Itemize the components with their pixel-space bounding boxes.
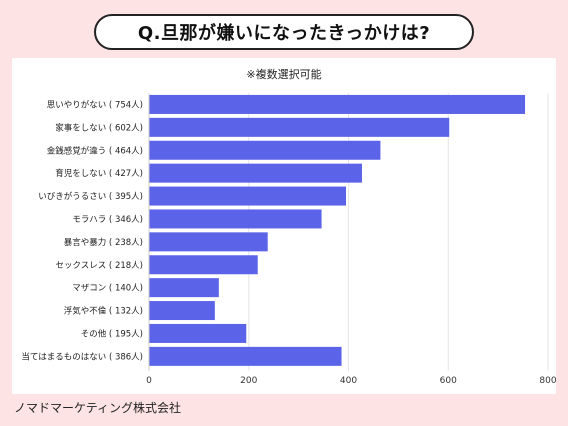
bar bbox=[149, 186, 347, 206]
chart-subtitle: ※複数選択可能 bbox=[246, 68, 322, 81]
bar bbox=[149, 232, 268, 252]
category-label: その他 ( 195人) bbox=[81, 328, 143, 339]
chart-title: Q.旦那が嫌いになったきっかけは? bbox=[94, 14, 474, 50]
category-label: 家事をしない ( 602人) bbox=[55, 122, 143, 133]
category-label: 思いやりがない ( 754人) bbox=[47, 99, 143, 110]
category-label: いびきがうるさい ( 395人) bbox=[38, 191, 143, 202]
category-label: 当てはまるものはない ( 386人) bbox=[21, 351, 143, 362]
category-label: セックスレス ( 218人) bbox=[55, 261, 143, 271]
bar bbox=[149, 209, 322, 229]
category-label: マザコン ( 140人) bbox=[72, 284, 143, 294]
footer-company-name: ノマドマーケティング株式会社 bbox=[14, 401, 182, 415]
category-label: 金銭感覚が違う ( 464人) bbox=[47, 145, 143, 156]
category-label: 暴言や暴力 ( 238人) bbox=[64, 237, 143, 248]
x-tick-label: 800 bbox=[539, 376, 556, 386]
x-tick-label: 200 bbox=[240, 376, 257, 386]
bar bbox=[149, 163, 362, 183]
bar bbox=[149, 94, 526, 114]
bar bbox=[149, 140, 381, 160]
x-tick-label: 0 bbox=[146, 376, 152, 386]
bar bbox=[149, 278, 219, 298]
x-tick-label: 400 bbox=[340, 376, 357, 386]
bar bbox=[149, 346, 342, 366]
category-label: モラハラ ( 346人) bbox=[72, 215, 143, 225]
bar bbox=[149, 255, 258, 275]
bar bbox=[149, 301, 215, 321]
bar bbox=[149, 117, 450, 137]
category-label: 育児をしない ( 427人) bbox=[55, 168, 143, 179]
category-label: 浮気や不倫 ( 132人) bbox=[64, 306, 143, 317]
bar bbox=[149, 323, 247, 343]
x-tick-label: 600 bbox=[440, 376, 457, 386]
